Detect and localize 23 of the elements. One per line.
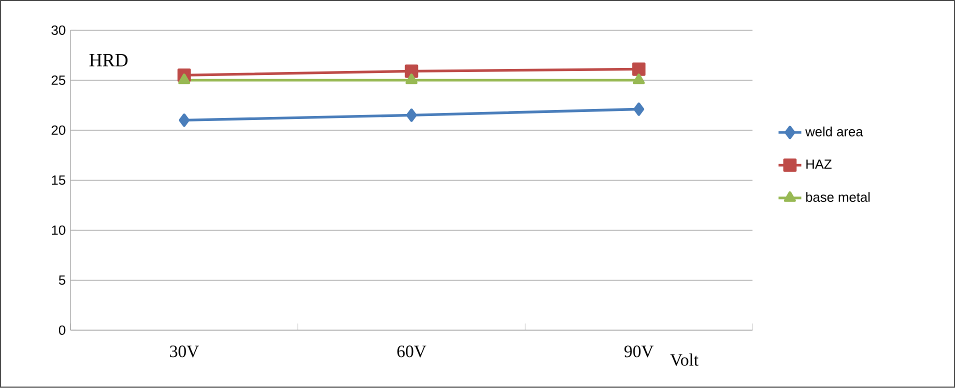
point — [632, 62, 646, 76]
y-tick-label: 25 — [52, 76, 66, 86]
y-tick-label: 0 — [58, 326, 66, 336]
x-axis-title: Volt — [670, 354, 698, 366]
x-tick-label: 60V — [397, 346, 426, 358]
y-tick-label: 30 — [51, 26, 66, 36]
y-tick-label: 15 — [52, 176, 66, 185]
y-axis-title: HRD — [89, 54, 128, 66]
y-tick-label: 10 — [52, 226, 66, 236]
point — [178, 114, 190, 127]
x-tick-label: 30V — [170, 346, 199, 358]
legend-label: HAZ — [806, 160, 832, 169]
legend-label: base metal — [806, 192, 870, 202]
point — [178, 74, 190, 84]
legend-label: weld area — [805, 126, 864, 137]
x-tick-label: 90V — [624, 346, 654, 358]
point — [633, 102, 644, 116]
point — [406, 108, 417, 122]
point — [632, 74, 645, 84]
y-tick-label: 20 — [52, 126, 66, 136]
y-tick-label: 5 — [58, 276, 66, 285]
point — [404, 64, 418, 78]
point — [406, 74, 418, 84]
